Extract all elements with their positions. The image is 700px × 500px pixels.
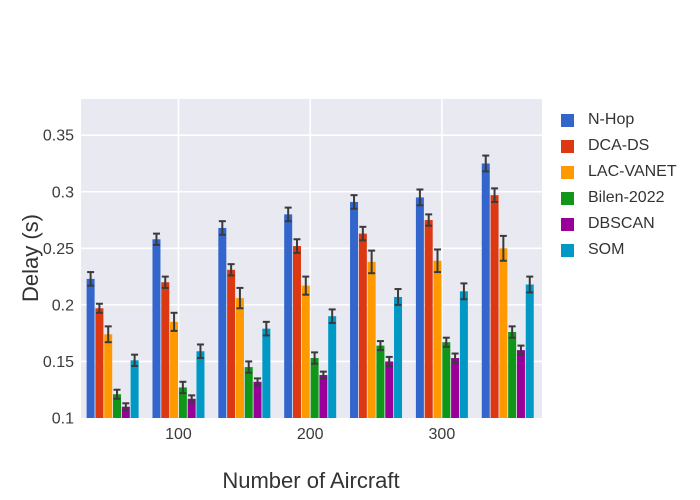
bar (121, 406, 130, 418)
y-axis-title: Delay (s) (18, 213, 43, 303)
bar (328, 316, 337, 418)
legend-swatch-icon (561, 139, 574, 153)
legend-label: SOM (588, 241, 625, 258)
legend-swatch-icon (561, 243, 574, 257)
x-tick-label: 100 (165, 426, 192, 443)
bar (310, 358, 319, 418)
legend-item-n-hop[interactable]: N-Hop (561, 107, 677, 133)
legend: N-Hop DCA-DS LAC-VANET Bilen-2022 DBSCAN SOM (561, 107, 677, 263)
bar (490, 195, 499, 418)
bar (385, 361, 394, 418)
legend-label: DBSCAN (588, 215, 655, 232)
bar (227, 269, 236, 418)
legend-label: DCA-DS (588, 137, 650, 154)
bar (350, 201, 359, 418)
bar (358, 233, 367, 418)
legend-swatch-icon (561, 165, 574, 179)
bar (459, 291, 468, 418)
y-tick-label: 0.15 (43, 354, 74, 371)
bar (196, 351, 205, 418)
legend-item-dbscan[interactable]: DBSCAN (561, 211, 677, 237)
bar (178, 387, 187, 418)
bar (319, 375, 328, 418)
legend-item-som[interactable]: SOM (561, 237, 677, 263)
x-tick-label: 200 (297, 426, 324, 443)
legend-label: Bilen-2022 (588, 189, 665, 206)
bar (508, 332, 517, 418)
bar (394, 296, 403, 418)
bar (301, 285, 310, 418)
y-tick-label: 0.25 (43, 241, 74, 258)
bar (292, 246, 301, 418)
bar (516, 350, 525, 418)
bar (152, 239, 161, 418)
bar (244, 367, 253, 418)
y-tick-label: 0.35 (43, 128, 74, 145)
bar (218, 227, 227, 418)
y-tick-label: 0.2 (52, 297, 74, 314)
legend-label: N-Hop (588, 111, 635, 128)
bar (104, 334, 113, 418)
legend-swatch-icon (561, 217, 574, 231)
bar (130, 360, 139, 418)
legend-item-dca-ds[interactable]: DCA-DS (561, 133, 677, 159)
bar (376, 345, 385, 418)
bar (525, 284, 534, 418)
legend-item-bilen-2022[interactable]: Bilen-2022 (561, 185, 677, 211)
bar (481, 163, 490, 418)
y-tick-label: 0.3 (52, 184, 74, 201)
legend-swatch-icon (561, 113, 574, 127)
bar (451, 358, 460, 418)
bar (161, 282, 170, 418)
bar (113, 394, 122, 418)
bar (433, 260, 442, 418)
bar (499, 248, 508, 418)
y-tick-label: 0.1 (52, 411, 74, 428)
bar (86, 278, 95, 418)
legend-swatch-icon (561, 191, 574, 205)
bar (235, 298, 244, 418)
bar (367, 261, 376, 418)
legend-label: LAC-VANET (588, 163, 677, 180)
bar (424, 220, 433, 418)
bar (442, 342, 451, 418)
x-axis-title: Number of Aircraft (222, 468, 400, 493)
bar (284, 214, 293, 418)
bar (187, 398, 196, 418)
bar (415, 197, 424, 418)
bar (262, 328, 271, 418)
bar (170, 321, 179, 418)
x-tick-label: 300 (429, 426, 456, 443)
legend-item-lac-vanet[interactable]: LAC-VANET (561, 159, 677, 185)
bar (95, 308, 104, 418)
bar (253, 381, 262, 418)
